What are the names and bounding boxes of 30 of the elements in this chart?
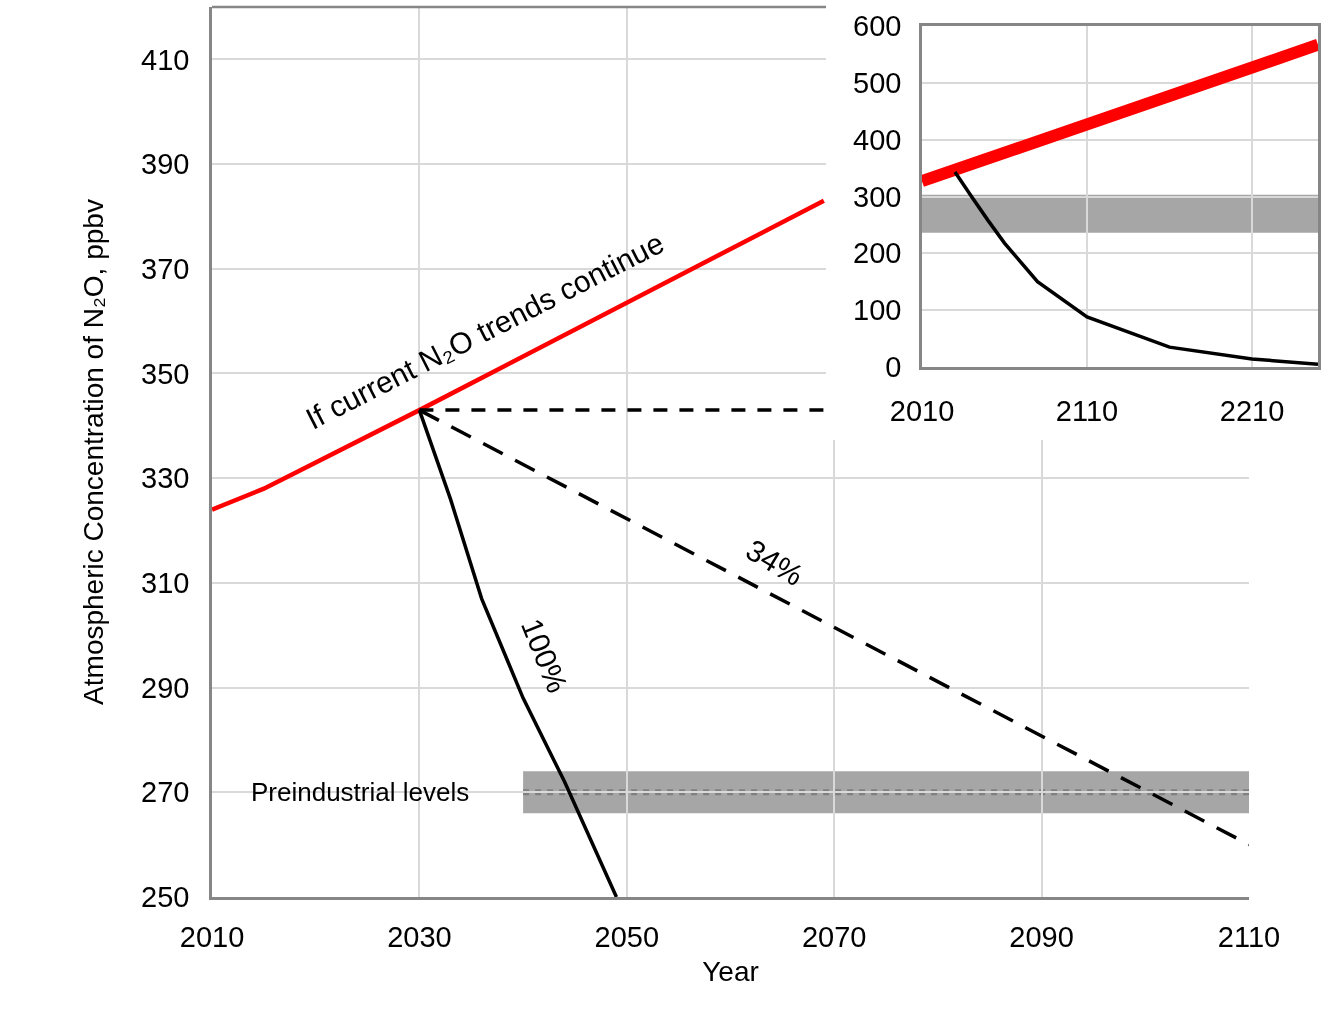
y-tick-label: 270: [141, 776, 190, 809]
x-tick-label: 2110: [1217, 920, 1281, 953]
y-tick-label: 100: [853, 294, 902, 327]
y-tick-label: 410: [141, 43, 190, 76]
y-tick-label: 500: [853, 66, 902, 99]
y-tick-label: 250: [141, 881, 190, 914]
y-axis-title: Atmospheric Concentration of N₂O, ppbv: [77, 199, 109, 705]
x-axis-title: Year: [702, 955, 759, 987]
x-tick-label: 2210: [1219, 394, 1285, 427]
y-tick-label: 0: [885, 351, 902, 384]
y-tick-label: 290: [141, 671, 190, 704]
x-tick-label: 2070: [801, 920, 867, 953]
y-tick-label: 600: [853, 10, 902, 43]
annotation: 100%: [515, 613, 575, 698]
annotation: 34%: [740, 532, 809, 593]
y-tick-label: 350: [141, 357, 190, 390]
x-tick-label: 2090: [1009, 920, 1074, 953]
y-tick-label: 200: [853, 237, 902, 270]
x-tick-label: 2030: [387, 920, 452, 953]
y-tick-label: 310: [141, 567, 190, 600]
y-tick-label: 390: [141, 148, 190, 181]
y-tick-label: 330: [141, 462, 190, 495]
y-tick-label: 300: [853, 180, 902, 213]
band-label: Preindustrial levels: [251, 777, 470, 807]
x-tick-label: 2010: [179, 920, 245, 953]
x-tick-label: 2050: [594, 920, 660, 953]
x-tick-label: 2110: [1055, 394, 1119, 427]
x-tick-label: 2010: [889, 394, 955, 427]
y-tick-label: 400: [853, 123, 902, 156]
y-tick-label: 370: [141, 252, 190, 285]
